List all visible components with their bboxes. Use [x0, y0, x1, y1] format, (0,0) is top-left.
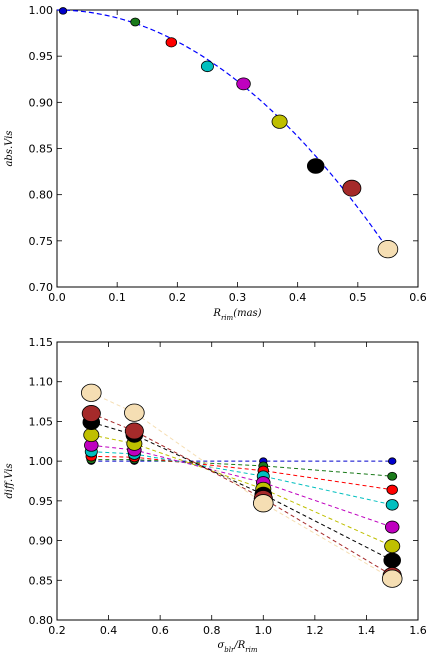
series-7-point-1 — [124, 422, 144, 440]
series-5-point-0 — [83, 427, 100, 443]
y-axis-label: diff.Vis — [4, 463, 15, 498]
series-6-point-3 — [383, 552, 401, 569]
data-point-0 — [58, 7, 68, 15]
x-tick-label: 0.4 — [100, 624, 118, 637]
x-axis-label: Rrim(mas) — [212, 308, 261, 322]
y-tick-label: 0.85 — [29, 143, 54, 156]
series-5 — [91, 434, 393, 547]
chart-differential-visibility: 0.2 0.4 0.6 0.8 1.0 1.2 1.4 1.6 0.80 0.85 0.90 0.95… — [4, 336, 427, 654]
series-line-7 — [91, 413, 393, 576]
series-8-point-1 — [124, 403, 145, 422]
y-tick-label: 0.95 — [29, 495, 54, 508]
x-tick-label: 1.0 — [255, 624, 273, 637]
series-8-point-3 — [381, 569, 403, 588]
plot-frame — [56, 9, 419, 288]
x-tick-label: 1.4 — [358, 624, 376, 637]
data-point-1 — [130, 17, 141, 27]
chart-absolute-visibility: 0.0 0.1 0.2 0.3 0.4 0.5 0.6 0.70 0.75 0.80 0.85 0.9… — [4, 4, 427, 322]
x-tick-label: 1.2 — [306, 624, 324, 637]
x-axis-label: σblr/Rrim — [217, 640, 257, 654]
y-tick-label: 1.10 — [29, 376, 54, 389]
x-tick-label: 0.0 — [48, 291, 66, 304]
x-tick-label: 0.2 — [169, 291, 187, 304]
series-2-point-3 — [386, 484, 398, 495]
series-line-1 — [91, 459, 393, 477]
series-line-8 — [91, 392, 393, 580]
series-line-5 — [91, 434, 393, 547]
data-point-5 — [271, 114, 288, 129]
series-1-point-3 — [387, 471, 398, 481]
y-tick-label: 0.80 — [29, 614, 54, 627]
y-tick-label: 0.90 — [29, 96, 54, 109]
data-point-4 — [236, 77, 251, 91]
y-axis-label: abs.Vis — [4, 130, 15, 166]
x-tick-label: 0.1 — [108, 291, 126, 304]
series-8-point-0 — [81, 383, 102, 402]
y-tick-label: 1.15 — [29, 336, 54, 349]
data-point-3 — [200, 60, 214, 73]
data-point-2 — [165, 37, 178, 48]
series-5-point-3 — [384, 539, 401, 554]
x-tick-label: 0.4 — [289, 291, 307, 304]
series-1 — [91, 459, 393, 477]
x-tick-label: 0.6 — [409, 291, 427, 304]
y-tick-label: 1.05 — [29, 415, 54, 428]
x-tick-label: 0.5 — [349, 291, 367, 304]
series-7-point-0 — [81, 405, 101, 422]
series-4 — [91, 444, 393, 528]
series-4-point-3 — [384, 520, 400, 534]
x-tick-label: 1.6 — [409, 624, 427, 637]
data-point-8 — [377, 240, 399, 259]
series-line-2 — [91, 455, 393, 491]
plot-frame — [56, 341, 419, 621]
y-tick-label: 0.90 — [29, 535, 54, 548]
data-point-7 — [342, 179, 362, 197]
y-tick-label: 0.75 — [29, 235, 54, 248]
y-tick-label: 0.85 — [29, 574, 54, 587]
data-point-6 — [306, 158, 325, 174]
y-tick-label: 1.00 — [29, 4, 54, 17]
y-tick-label: 0.80 — [29, 189, 54, 202]
y-tick-label: 1.00 — [29, 455, 54, 468]
series-8-point-2 — [253, 494, 274, 513]
fit-curve — [56, 9, 389, 250]
x-tick-label: 0.3 — [229, 291, 247, 304]
x-tick-label: 0.8 — [203, 624, 221, 637]
x-tick-label: 0.6 — [151, 624, 169, 637]
series-line-4 — [91, 444, 393, 528]
y-tick-label: 0.95 — [29, 50, 54, 63]
series-8 — [91, 392, 393, 580]
series-3-point-3 — [385, 499, 399, 511]
y-tick-label: 0.70 — [29, 281, 54, 294]
series-2 — [91, 455, 393, 491]
series-0-point-3 — [388, 457, 397, 465]
x-tick-label: 0.2 — [48, 624, 66, 637]
series-7 — [91, 413, 393, 576]
